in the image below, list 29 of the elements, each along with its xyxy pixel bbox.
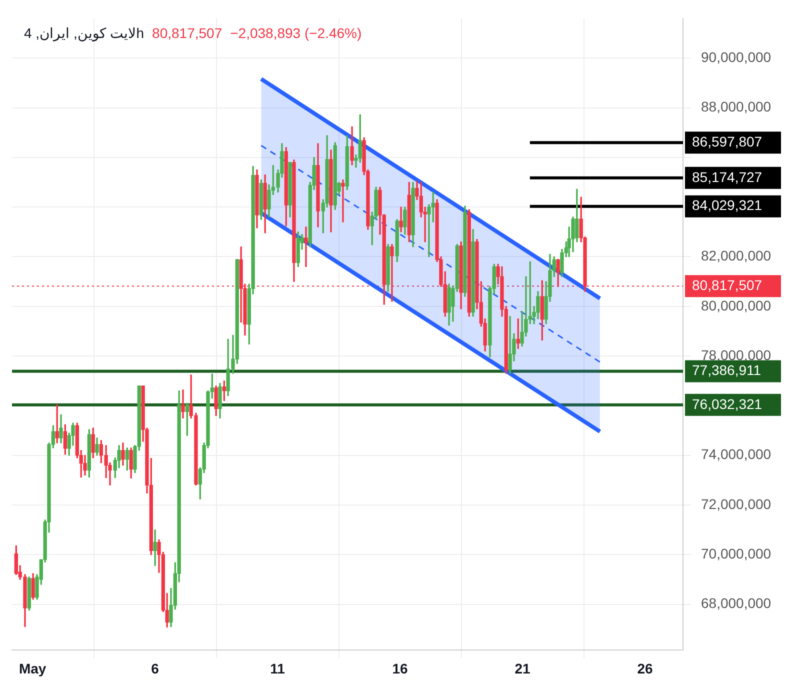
x-tick-label: 16 — [392, 660, 408, 676]
y-tick-label: 80,000,000 — [701, 297, 772, 314]
ref-line-label: 76,032,321 — [692, 396, 762, 412]
candlestick — [304, 226, 308, 267]
y-tick-label: 74,000,000 — [701, 446, 772, 462]
text: لایت کوین, ایران, 4h — [24, 25, 144, 41]
y-tick-label: 82,000,000 — [701, 248, 772, 264]
annotation: −2,038,893 (−2.46%) — [230, 25, 362, 41]
annotation: 80,817,507 — [152, 25, 222, 41]
ref-line-label: 77,386,911 — [692, 362, 762, 378]
candlestick — [181, 389, 185, 418]
y-tick-label: 78,000,000 — [701, 346, 772, 363]
x-tick-label: 21 — [514, 660, 531, 676]
candlestick — [153, 530, 157, 566]
y-tick-label: 90,000,000 — [701, 48, 772, 65]
x-tick-label: 6 — [151, 660, 160, 676]
candlestick — [55, 404, 59, 444]
x-tick-label: May — [18, 660, 46, 676]
candlestick — [341, 179, 345, 222]
data-label: 85,174,727 — [692, 168, 762, 185]
y-tick-label: 72,000,000 — [701, 496, 772, 512]
data-label: 86,597,807 — [692, 133, 762, 150]
x-tick-label: 11 — [270, 660, 286, 676]
data-label: 84,029,321 — [692, 197, 762, 214]
ref-line-label: 80,817,507 — [692, 276, 762, 293]
x-tick-label: 26 — [637, 660, 654, 676]
y-tick-label: 70,000,000 — [701, 546, 772, 562]
y-tick-label: 88,000,000 — [701, 98, 772, 115]
y-tick-label: 68,000,000 — [701, 595, 772, 612]
